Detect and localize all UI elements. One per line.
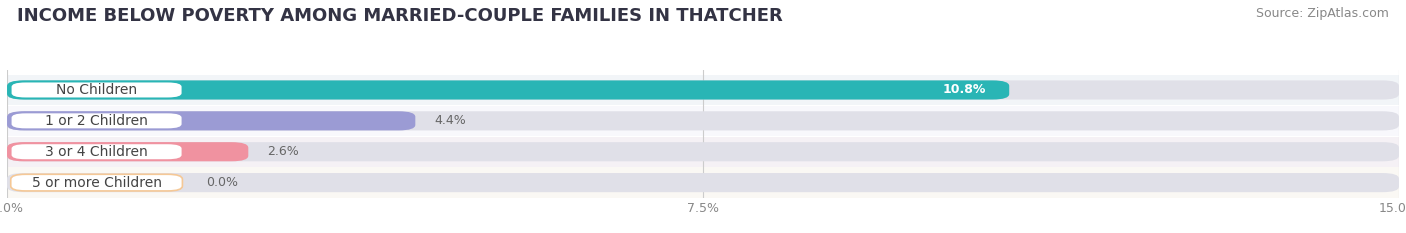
FancyBboxPatch shape: [11, 113, 183, 129]
FancyBboxPatch shape: [7, 173, 1399, 192]
FancyBboxPatch shape: [7, 142, 249, 161]
Text: No Children: No Children: [56, 83, 138, 97]
FancyBboxPatch shape: [7, 137, 1399, 167]
FancyBboxPatch shape: [7, 80, 1010, 99]
FancyBboxPatch shape: [7, 80, 1399, 99]
FancyBboxPatch shape: [7, 111, 415, 130]
Text: INCOME BELOW POVERTY AMONG MARRIED-COUPLE FAMILIES IN THATCHER: INCOME BELOW POVERTY AMONG MARRIED-COUPL…: [17, 7, 783, 25]
Text: 4.4%: 4.4%: [434, 114, 465, 127]
Text: 2.6%: 2.6%: [267, 145, 298, 158]
FancyBboxPatch shape: [7, 168, 1399, 198]
FancyBboxPatch shape: [11, 174, 183, 191]
Text: 5 or more Children: 5 or more Children: [31, 176, 162, 190]
Text: 10.8%: 10.8%: [942, 83, 986, 96]
FancyBboxPatch shape: [7, 75, 1399, 105]
Text: 3 or 4 Children: 3 or 4 Children: [45, 145, 148, 159]
FancyBboxPatch shape: [11, 82, 183, 98]
FancyBboxPatch shape: [7, 142, 1399, 161]
FancyBboxPatch shape: [11, 143, 183, 160]
FancyBboxPatch shape: [7, 106, 1399, 136]
FancyBboxPatch shape: [7, 111, 1399, 130]
Text: 1 or 2 Children: 1 or 2 Children: [45, 114, 148, 128]
Text: 0.0%: 0.0%: [207, 176, 239, 189]
Text: Source: ZipAtlas.com: Source: ZipAtlas.com: [1256, 7, 1389, 20]
